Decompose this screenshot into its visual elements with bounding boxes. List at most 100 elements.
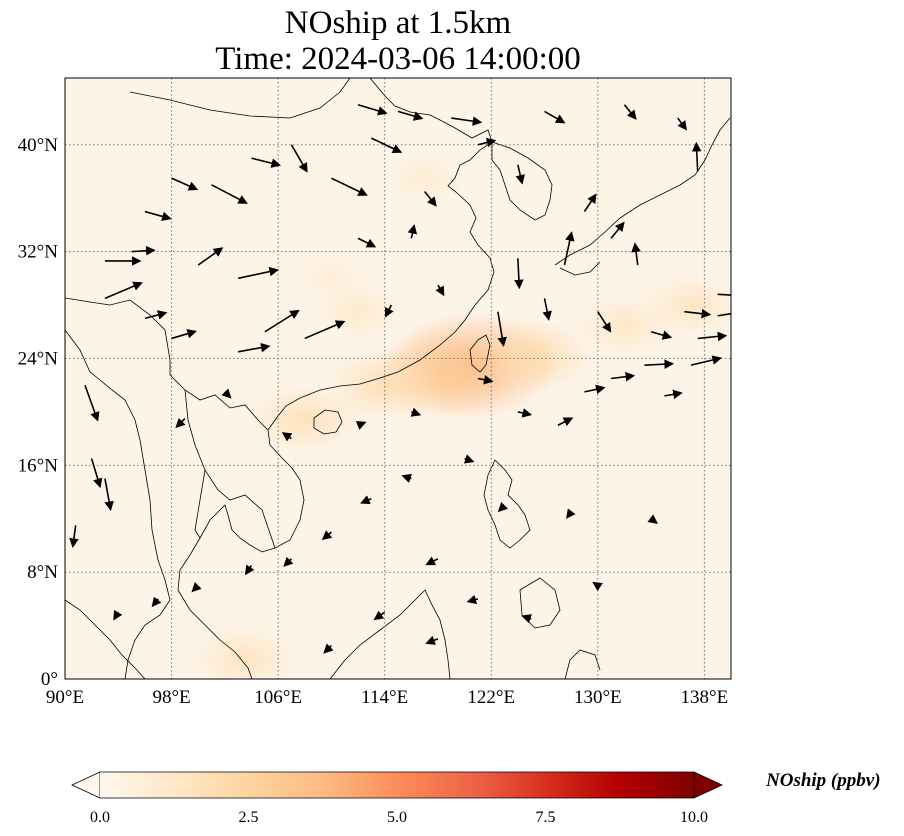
wind-arrow [677, 117, 688, 131]
wind-arrow [477, 137, 497, 148]
wind-arrow [425, 635, 439, 645]
colorbar-tick-label: 5.0 [387, 809, 407, 826]
wind-arrow [283, 556, 294, 567]
wind-arrow [497, 501, 509, 513]
wind-arrow [385, 304, 394, 318]
latitude-tick-labels: 0° 8°N 16°N 24°N 32°N 40°N [18, 135, 59, 690]
latitude-tick-label: 32°N [18, 242, 59, 263]
wind-arrow [611, 371, 636, 382]
wind-arrow [238, 342, 271, 353]
wind-arrow [542, 298, 552, 321]
wind-arrow [477, 375, 494, 385]
longitude-tick-label: 114°E [361, 687, 408, 708]
wind-arrow [650, 330, 673, 340]
wind-arrow [514, 258, 524, 290]
longitude-tick-label: 138°E [681, 687, 729, 708]
longitude-tick-label: 98°E [152, 687, 190, 708]
wind-arrow [171, 177, 199, 191]
wind-arrow [407, 224, 418, 239]
wind-arrow [644, 359, 675, 369]
latitude-tick-label: 24°N [18, 348, 59, 369]
wind-arrow [84, 384, 100, 422]
wind-arrow [264, 309, 300, 333]
latitude-tick-label: 0° [41, 669, 58, 690]
wind-arrow [623, 104, 637, 120]
coastlines [65, 78, 731, 679]
wind-arrow [357, 237, 377, 248]
field-hotspot [192, 626, 297, 679]
wind-arrow [304, 320, 346, 340]
map-frame [64, 77, 732, 680]
colorbar-label: NOship (ppbv) [766, 770, 881, 791]
wind-arrow [360, 495, 372, 505]
wind-arrow [69, 525, 79, 548]
wind-arrow [424, 191, 437, 207]
wind-arrow [104, 281, 143, 300]
wind-arrow [251, 157, 282, 168]
wind-arrow [717, 293, 731, 296]
wind-arrow [397, 110, 424, 121]
wind-arrow [584, 384, 606, 395]
wind-arrow [557, 417, 574, 427]
colorbar-extend-min [71, 771, 101, 799]
colorbar-tick-label: 7.5 [536, 809, 556, 826]
field-hotspot [381, 151, 468, 206]
wind-arrow [144, 310, 168, 320]
wind-arrow [221, 388, 232, 399]
wind-arrow [647, 514, 658, 524]
map-title: NOship at 1.5km [284, 5, 512, 41]
wind-arrow [697, 331, 728, 342]
wind-arrow [684, 308, 712, 319]
wind-arrow [466, 594, 479, 605]
map-time-subtitle: Time: 2024-03-06 14:00:00 [215, 41, 581, 77]
wind-arrow [191, 582, 202, 593]
latitude-tick-label: 16°N [18, 455, 59, 476]
wind-arrow [521, 614, 532, 624]
wind-arrow [463, 454, 475, 464]
wind-arrow [690, 355, 722, 366]
longitude-tick-label: 130°E [574, 687, 622, 708]
wind-arrow [664, 389, 683, 400]
colorbar-tick-label: 0.0 [90, 809, 110, 826]
wind-arrow [281, 432, 293, 442]
wind-arrow [597, 311, 612, 333]
wind-arrow [425, 556, 439, 566]
wind-arrow [321, 530, 333, 541]
field-hotspot [470, 317, 592, 394]
colorbar-tick-label: 10.0 [680, 809, 708, 826]
longitude-tick-label: 90°E [46, 687, 84, 708]
wind-arrow [717, 312, 731, 317]
wind-arrow [373, 610, 386, 621]
wind-arrow [290, 144, 308, 173]
wind-arrow [592, 581, 603, 592]
wind-arrow [244, 564, 255, 576]
field-hotspot [291, 253, 372, 304]
wind-arrow [451, 116, 483, 126]
wind-arrow [544, 110, 566, 124]
colorbar: 0.0 2.5 5.0 7.5 10.0 [71, 771, 723, 826]
wind-arrow [357, 103, 388, 116]
wind-arrow [583, 193, 597, 212]
wind-arrow [517, 408, 533, 418]
wind-arrow [435, 284, 445, 297]
longitude-tick-label: 122°E [467, 687, 515, 708]
longitude-tick-labels: 90°E 98°E 106°E 114°E 122°E 130°E 138°E [46, 687, 728, 708]
wind-arrow [355, 420, 367, 430]
colorbar-tick-label: 2.5 [239, 809, 259, 826]
wind-arrow [90, 458, 103, 489]
wind-arrow [175, 417, 186, 429]
wind-arrow [151, 596, 162, 608]
wind-arrow [497, 311, 507, 347]
wind-arrow [610, 221, 625, 239]
wind-arrow [331, 177, 368, 196]
concentration-field [192, 151, 731, 679]
wind-arrow [691, 141, 702, 172]
wind-arrow [631, 242, 641, 266]
wind-arrow [171, 329, 197, 340]
field-hotspot [250, 384, 360, 453]
wind-arrow [197, 247, 224, 266]
longitude-tick-label: 106°E [254, 687, 302, 708]
wind-arrow [515, 164, 525, 185]
field-hotspot [640, 273, 731, 337]
